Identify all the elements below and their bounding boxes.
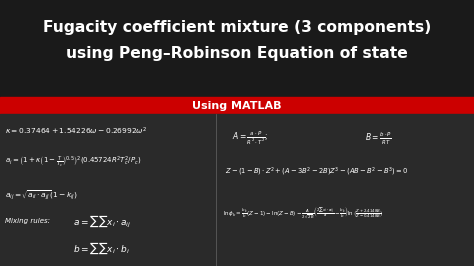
Bar bbox=[0, 0, 474, 97]
Text: $A = \frac{a \cdot P}{R^2 \cdot T^2};$: $A = \frac{a \cdot P}{R^2 \cdot T^2};$ bbox=[232, 130, 269, 147]
Text: $B = \frac{b \cdot P}{RT}$: $B = \frac{b \cdot P}{RT}$ bbox=[365, 131, 392, 147]
Text: $Z - (1-B)\cdot Z^2 + (A - 3B^2 - 2B)Z^3 - (AB - B^2 - B^3) = 0$: $Z - (1-B)\cdot Z^2 + (A - 3B^2 - 2B)Z^3… bbox=[225, 165, 409, 178]
Text: $\kappa = 0.37464 + 1.54226\omega - 0.26992\omega^2$: $\kappa = 0.37464 + 1.54226\omega - 0.26… bbox=[5, 125, 147, 136]
Text: $b = \sum\sum x_i \cdot b_i$: $b = \sum\sum x_i \cdot b_i$ bbox=[73, 241, 130, 256]
Text: Using MATLAB: Using MATLAB bbox=[192, 101, 282, 111]
Bar bbox=[0, 114, 474, 266]
Text: $a = \sum\sum x_i \cdot a_{ij}$: $a = \sum\sum x_i \cdot a_{ij}$ bbox=[73, 213, 132, 229]
Text: $\ln\phi_k = \frac{b_k}{b}(Z-1) - \ln(Z-B) - \frac{A}{2\sqrt{2}B}\left(\frac{2\s: $\ln\phi_k = \frac{b_k}{b}(Z-1) - \ln(Z-… bbox=[223, 205, 383, 220]
Text: $a_{ij} = \sqrt{a_{ii} \cdot a_{jj}}(1 - k_{ij})$: $a_{ij} = \sqrt{a_{ii} \cdot a_{jj}}(1 -… bbox=[5, 188, 78, 202]
Text: Fugacity coefficient mixture (3 components): Fugacity coefficient mixture (3 componen… bbox=[43, 20, 431, 35]
Bar bbox=[0, 97, 474, 114]
Text: $a_i = \left(1 + \kappa\left(1 - \frac{T}{T_c}\right)^{0.5}\right)^{2}(0.45724R^: $a_i = \left(1 + \kappa\left(1 - \frac{T… bbox=[5, 155, 141, 170]
Text: Mixing rules:: Mixing rules: bbox=[5, 218, 50, 224]
Text: using Peng–Robinson Equation of state: using Peng–Robinson Equation of state bbox=[66, 46, 408, 61]
